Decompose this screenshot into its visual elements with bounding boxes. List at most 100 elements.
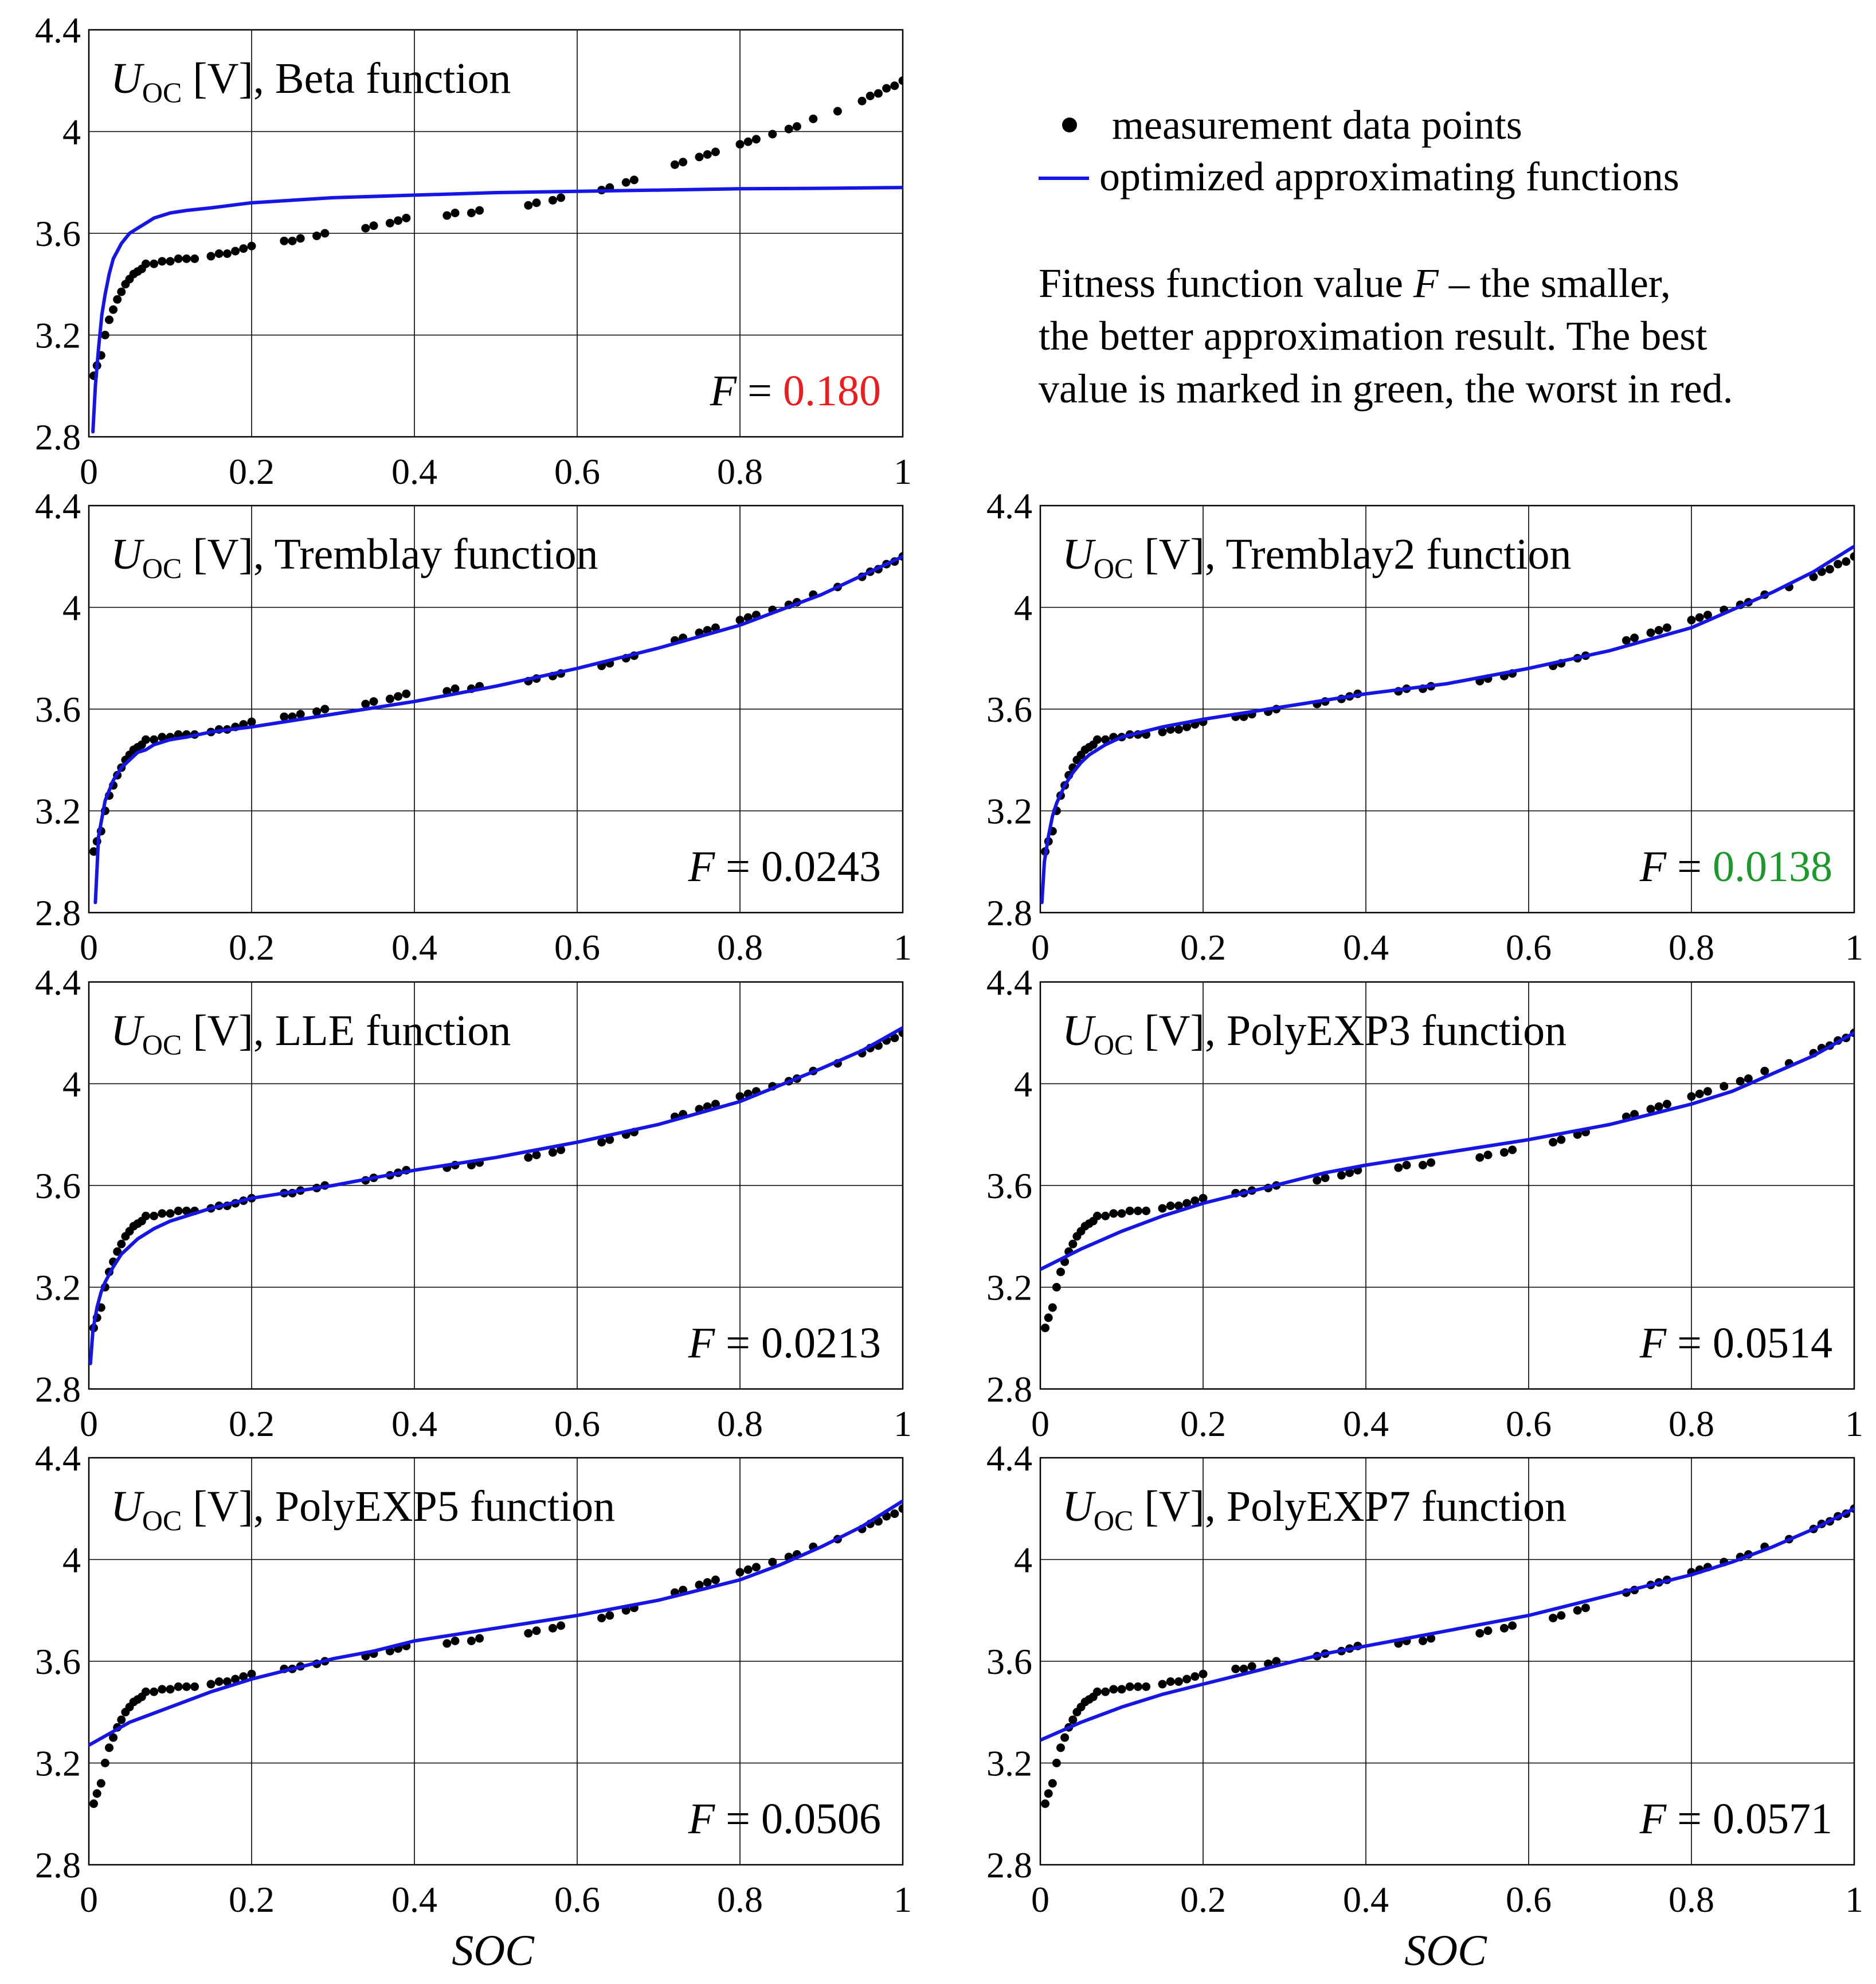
data-point <box>467 1637 476 1645</box>
data-point <box>1158 727 1167 737</box>
data-point <box>158 257 167 266</box>
y-tick-label: 3.2 <box>986 1743 1032 1784</box>
data-point <box>1174 1677 1183 1686</box>
data-point <box>231 1674 240 1684</box>
data-point <box>312 707 322 716</box>
y-tick-label: 3.6 <box>35 1165 81 1206</box>
data-point <box>679 158 688 167</box>
data-point <box>1499 1148 1509 1157</box>
data-point <box>222 1677 232 1686</box>
data-point <box>1125 1682 1134 1691</box>
data-point <box>1654 1102 1663 1111</box>
data-point <box>1508 1145 1517 1155</box>
data-point <box>1418 1161 1427 1169</box>
data-point <box>1142 1206 1151 1215</box>
data-point <box>557 1621 566 1630</box>
data-point <box>182 254 191 263</box>
data-point <box>402 213 411 222</box>
x-tick-label: 0 <box>80 1879 98 1920</box>
data-point <box>174 1682 183 1691</box>
x-tick-label: 1 <box>1845 927 1863 968</box>
data-point <box>1646 628 1655 637</box>
panel-7: 0 0.2 0.4 0.6 0.8 1 2.8 3.2 3.6 4 4.4 UOC [V], Poly… <box>986 1438 1863 1920</box>
data-point <box>1199 1193 1208 1203</box>
data-point <box>451 209 460 217</box>
data-point <box>735 1092 745 1101</box>
plot-frame <box>88 1457 904 1866</box>
fitness-value: F = 0.0138 <box>1639 843 1832 891</box>
data-point <box>1736 1077 1745 1086</box>
data-point <box>1418 1637 1427 1645</box>
data-point <box>735 616 745 625</box>
x-tick-label: 0 <box>1031 1879 1049 1920</box>
data-point <box>670 160 679 169</box>
data-point <box>190 254 199 263</box>
data-point <box>735 1568 745 1577</box>
y-tick-label: 3.2 <box>986 791 1032 832</box>
data-point <box>695 1580 704 1590</box>
data-point <box>524 1629 533 1638</box>
x-tick-label: 0 <box>1031 1403 1049 1444</box>
panel-title: UOC [V], Beta function <box>111 54 511 108</box>
plot-frame <box>88 29 904 438</box>
panel-title: UOC [V], PolyEXP7 function <box>1062 1482 1566 1536</box>
note-line-1: Fitness function value F – the smaller, <box>1039 260 1671 306</box>
x-tick-label: 1 <box>1845 1403 1863 1444</box>
data-point <box>1041 1799 1050 1808</box>
data-point <box>239 1672 248 1681</box>
data-point <box>96 1779 105 1788</box>
x-tick-label: 0.6 <box>1506 927 1552 968</box>
x-tick-label: 0.4 <box>391 927 437 968</box>
data-point <box>1573 1606 1582 1615</box>
data-point <box>442 211 452 220</box>
data-point <box>865 91 875 100</box>
measurement-points <box>1041 1504 1854 1808</box>
data-point <box>1662 1099 1671 1109</box>
x-tick-label: 0.8 <box>1669 927 1714 968</box>
data-point <box>89 1799 99 1808</box>
x-tick-label: 0.2 <box>1180 1403 1226 1444</box>
y-tick-label: 4.4 <box>35 10 81 50</box>
fitness-note: Fitness function value F – the smaller, … <box>1039 260 1733 412</box>
y-tick-label: 3.6 <box>35 1641 81 1682</box>
data-point <box>158 1209 167 1218</box>
data-point <box>751 1563 761 1572</box>
data-point <box>247 241 256 251</box>
data-point <box>214 249 224 258</box>
data-point <box>621 178 630 187</box>
y-tick-label: 2.8 <box>35 893 81 933</box>
data-point <box>751 135 761 144</box>
data-point <box>1060 1733 1070 1742</box>
data-point <box>385 218 394 228</box>
data-point <box>695 152 704 162</box>
y-tick-label: 2.8 <box>986 1369 1032 1410</box>
x-tick-label: 0.6 <box>1506 1403 1552 1444</box>
fitness-value: F = 0.0571 <box>1639 1795 1832 1843</box>
data-point <box>1101 1211 1110 1220</box>
data-point <box>1048 1779 1057 1788</box>
y-tick-label: 4 <box>62 112 81 152</box>
data-point <box>890 1509 899 1519</box>
data-point <box>166 257 175 266</box>
x-tick-label: 1 <box>894 927 912 968</box>
plot-frame <box>88 504 904 914</box>
data-point <box>361 224 370 233</box>
fitted-curve <box>1040 1031 1854 1271</box>
data-point <box>100 1759 109 1767</box>
data-point <box>1117 1685 1126 1694</box>
panel-2: 0 0.2 0.4 0.6 0.8 1 2.8 3.2 3.6 4 4.4 UOC [V], Trem… <box>35 486 912 968</box>
data-point <box>1687 616 1696 625</box>
data-point <box>1687 1092 1696 1101</box>
x-tick-label: 0 <box>80 451 98 492</box>
data-point <box>711 1575 720 1584</box>
data-point <box>231 246 240 256</box>
data-point <box>1231 1664 1240 1673</box>
data-point <box>117 1239 126 1249</box>
note-line-3: value is marked in green, the worst in r… <box>1039 366 1733 412</box>
data-point <box>320 229 330 238</box>
x-tick-label: 1 <box>1845 1879 1863 1920</box>
y-tick-label: 3.6 <box>986 1165 1032 1206</box>
data-point <box>743 1565 753 1574</box>
data-point <box>1703 611 1712 620</box>
fitted-curve <box>1040 545 1854 905</box>
